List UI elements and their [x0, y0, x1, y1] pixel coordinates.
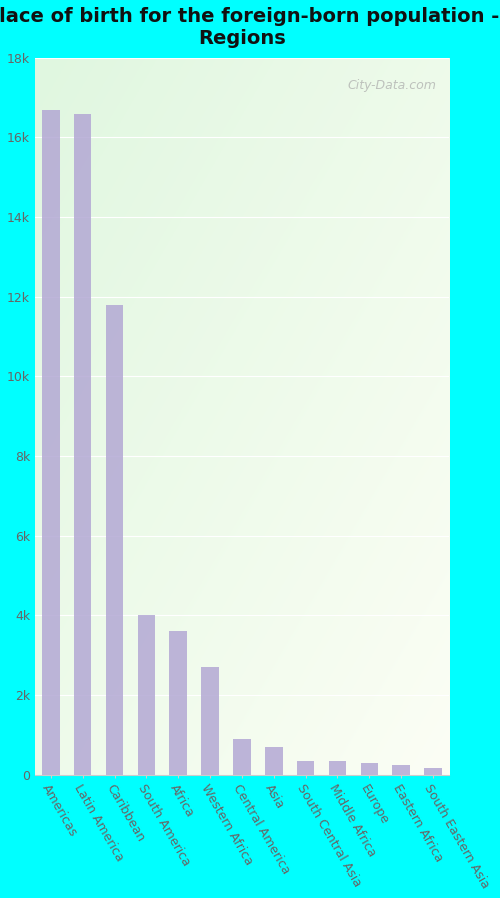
Bar — [297, 761, 314, 775]
Bar — [42, 110, 60, 775]
Bar — [202, 667, 219, 775]
Bar — [328, 761, 346, 775]
Bar — [265, 747, 282, 775]
Bar — [138, 615, 155, 775]
Bar — [106, 304, 124, 775]
Bar — [74, 113, 92, 775]
Bar — [170, 631, 187, 775]
Bar — [392, 765, 410, 775]
Bar — [360, 762, 378, 775]
Text: City-Data.com: City-Data.com — [348, 79, 436, 92]
Title: Place of birth for the foreign-born population -
Regions: Place of birth for the foreign-born popu… — [0, 7, 499, 48]
Bar — [233, 739, 250, 775]
Bar — [424, 768, 442, 775]
